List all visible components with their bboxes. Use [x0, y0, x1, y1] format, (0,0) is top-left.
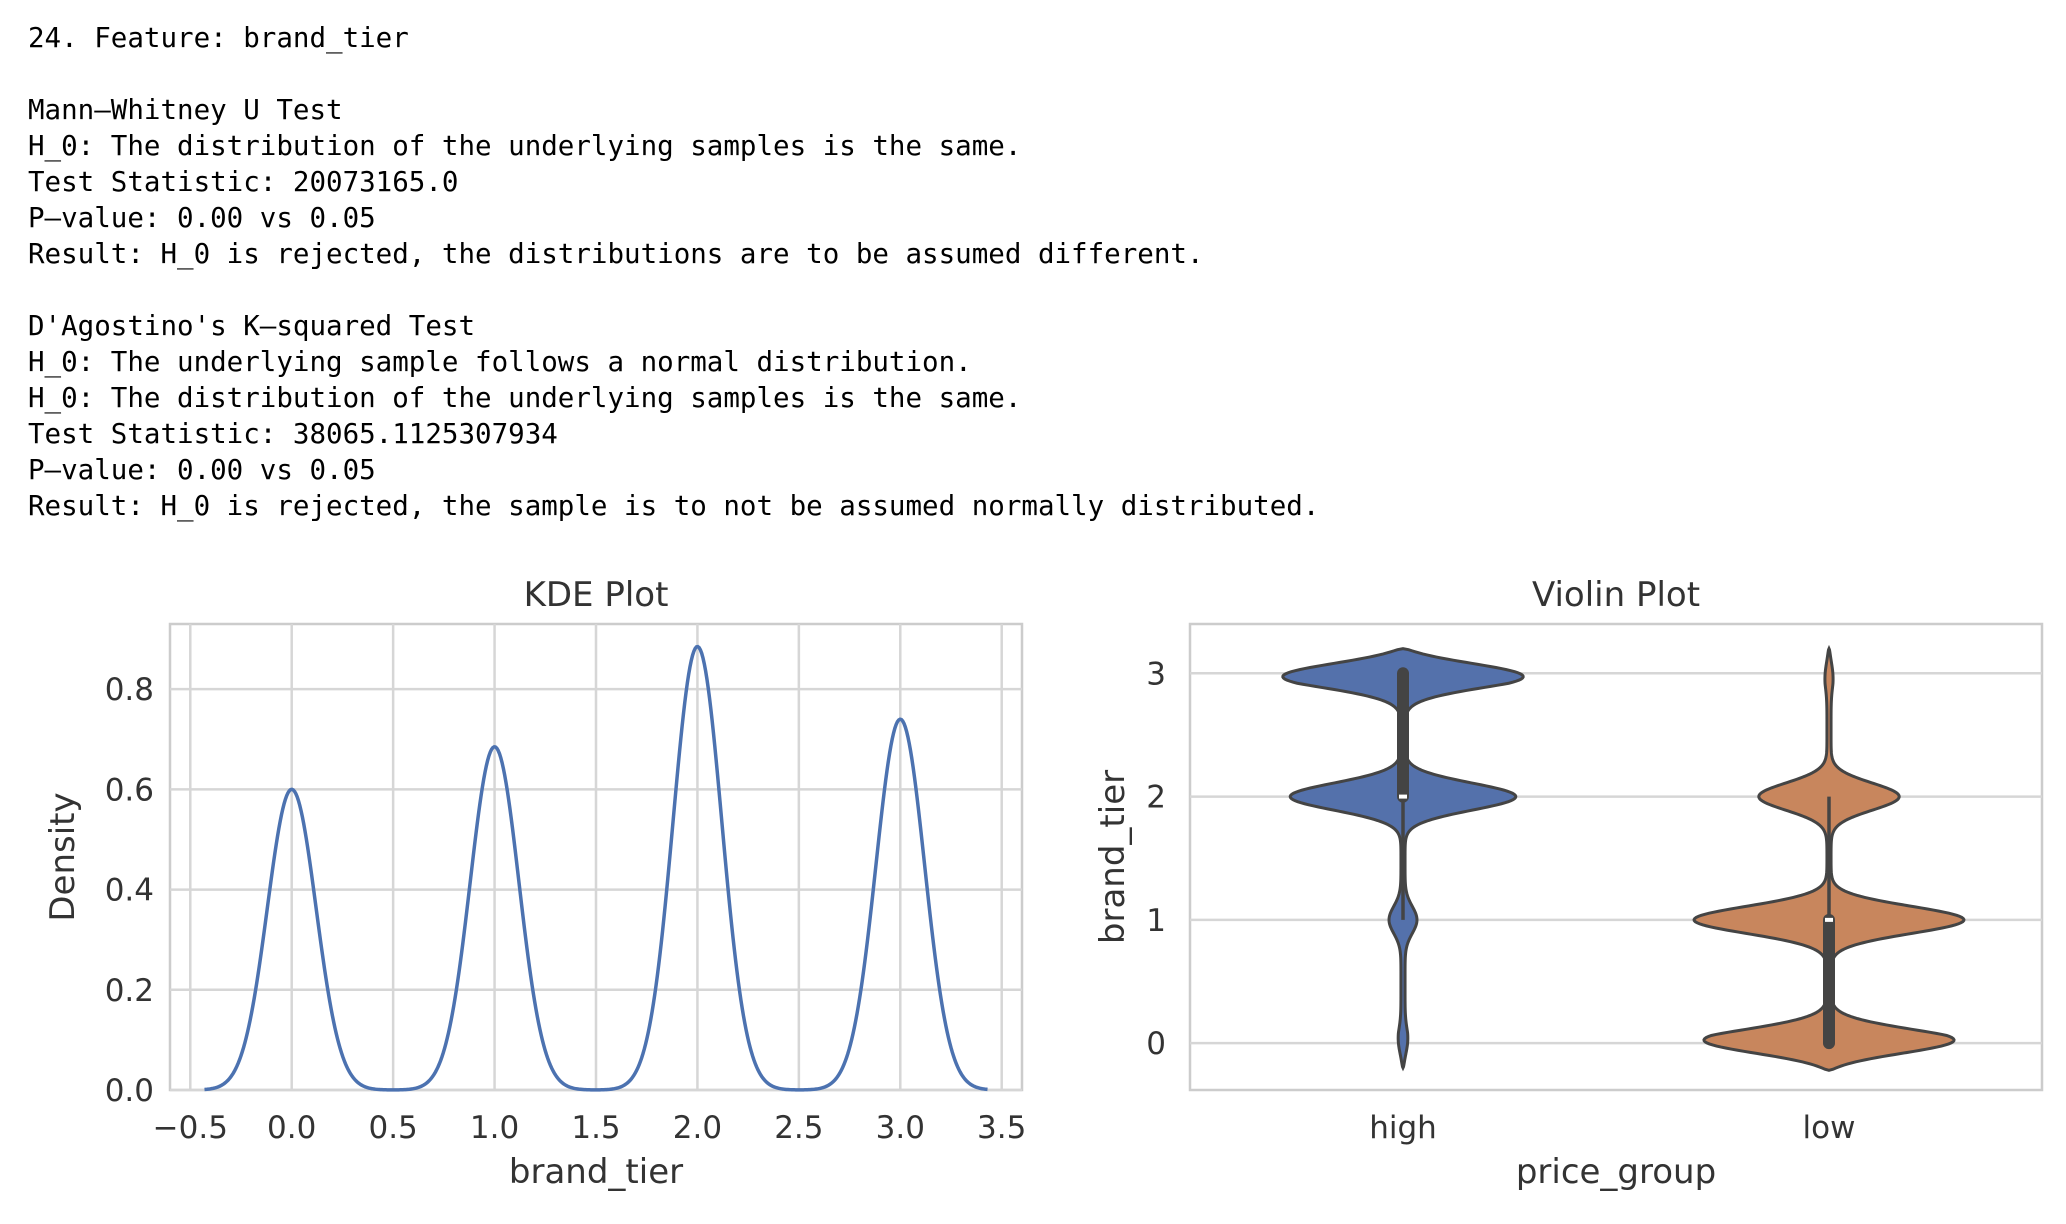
- violin-y-tick-labels: 0 1 2 3: [1146, 656, 1166, 1062]
- violin-y-tick-label: 2: [1146, 780, 1166, 816]
- kde-x-tick-label: −0.5: [153, 1110, 228, 1146]
- kde-x-tick-label: 1.0: [470, 1110, 519, 1146]
- violin-x-tick-label: low: [1803, 1110, 1856, 1146]
- kde-y-tick-label: 0.4: [105, 873, 154, 909]
- test1-name: Mann–Whitney U Test: [28, 94, 343, 126]
- kde-x-tick-label: 3.0: [876, 1110, 925, 1146]
- violin-y-tick-label: 3: [1146, 656, 1166, 692]
- kde-x-tick-labels: −0.5 0.0 0.5 1.0 1.5 2.0 2.5 3.0 3.5: [153, 1110, 1027, 1146]
- test2-h0-same: H_0: The distribution of the underlying …: [28, 382, 1022, 414]
- test2-statistic: Test Statistic: 38065.1125307934: [28, 418, 558, 450]
- cell-output: 24. Feature: brand_tier Mann–Whitney U T…: [28, 20, 1319, 524]
- feature-header: 24. Feature: brand_tier: [28, 22, 409, 54]
- test1-h0: H_0: The distribution of the underlying …: [28, 130, 1022, 162]
- kde-y-tick-label: 0.8: [105, 672, 154, 708]
- violin-title: Violin Plot: [1532, 575, 1700, 615]
- kde-series: [204, 644, 988, 1092]
- violin-bodies: [1281, 644, 1966, 1072]
- kde-x-tick-label: 0.5: [368, 1110, 417, 1146]
- violin-axes-frame: [1188, 622, 2044, 1092]
- kde-x-tick-label: 2.0: [673, 1110, 722, 1146]
- kde-x-tick-label: 3.5: [977, 1110, 1026, 1146]
- test2-result: Result: H_0 is rejected, the sample is t…: [28, 490, 1320, 522]
- violin-x-tick-labels: high low: [1369, 1110, 1855, 1146]
- violin-plot: high low 0 1 2 3 Violin Plot price_group bra…: [1093, 575, 2044, 1192]
- kde-x-tick-label: 1.5: [571, 1110, 620, 1146]
- kde-y-tick-label: 0.0: [105, 1073, 154, 1109]
- violin-y-axis-label: brand_tier: [1093, 770, 1133, 944]
- violin-x-tick-label: high: [1369, 1110, 1437, 1146]
- violin-x-axis-label: price_group: [1516, 1152, 1716, 1192]
- kde-y-tick-label: 0.6: [105, 772, 154, 808]
- kde-x-axis-label: brand_tier: [509, 1152, 683, 1192]
- kde-x-tick-label: 2.5: [774, 1110, 823, 1146]
- test1-statistic: Test Statistic: 20073165.0: [28, 166, 459, 198]
- kde-line: [204, 644, 988, 1092]
- kde-title: KDE Plot: [524, 575, 669, 615]
- test1-pvalue: P–value: 0.00 vs 0.05: [28, 202, 376, 234]
- test2-name: D'Agostino's K–squared Test: [28, 310, 476, 342]
- kde-x-tick-label: 0.0: [267, 1110, 316, 1146]
- kde-y-tick-labels: 0.0 0.2 0.4 0.6 0.8: [105, 672, 154, 1109]
- test2-pvalue: P–value: 0.00 vs 0.05: [28, 454, 376, 486]
- test2-h0-normal: H_0: The underlying sample follows a nor…: [28, 346, 972, 378]
- kde-plot: −0.5 0.0 0.5 1.0 1.5 2.0 2.5 3.0 3.5 0.00.20.40.…: [43, 575, 1026, 1192]
- test1-result: Result: H_0 is rejected, the distributio…: [28, 238, 1204, 270]
- violin-y-tick-label: 0: [1146, 1026, 1166, 1062]
- violin-y-tick-label: 1: [1146, 903, 1166, 939]
- kde-y-tick-label: 0.2: [105, 973, 154, 1009]
- kde-y-axis-label: Density: [43, 792, 83, 921]
